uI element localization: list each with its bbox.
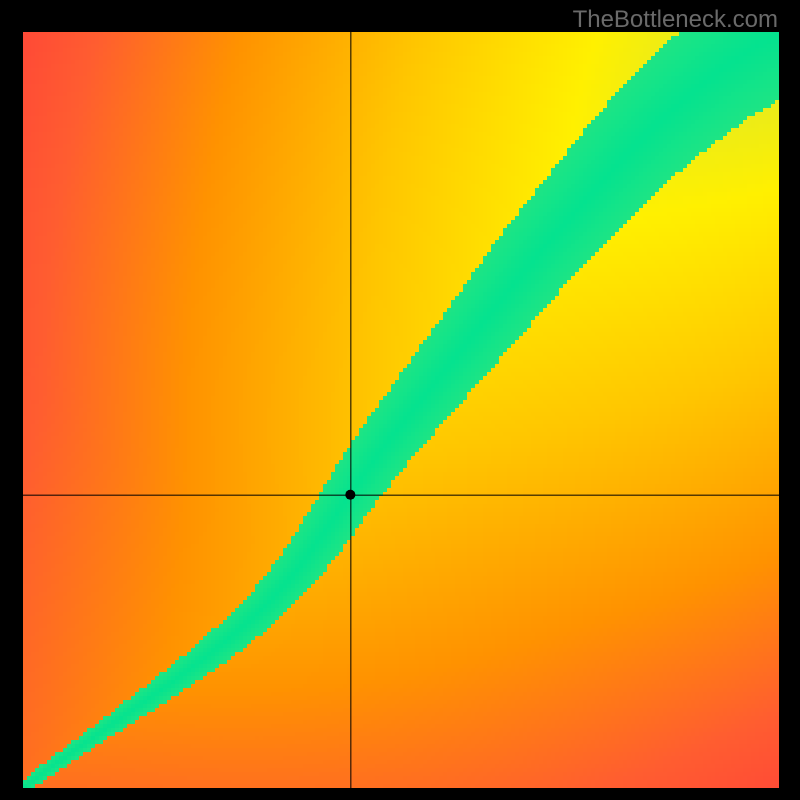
watermark-text: TheBottleneck.com <box>573 6 778 34</box>
chart-container: TheBottleneck.com <box>0 0 800 800</box>
bottleneck-heatmap <box>23 32 779 788</box>
